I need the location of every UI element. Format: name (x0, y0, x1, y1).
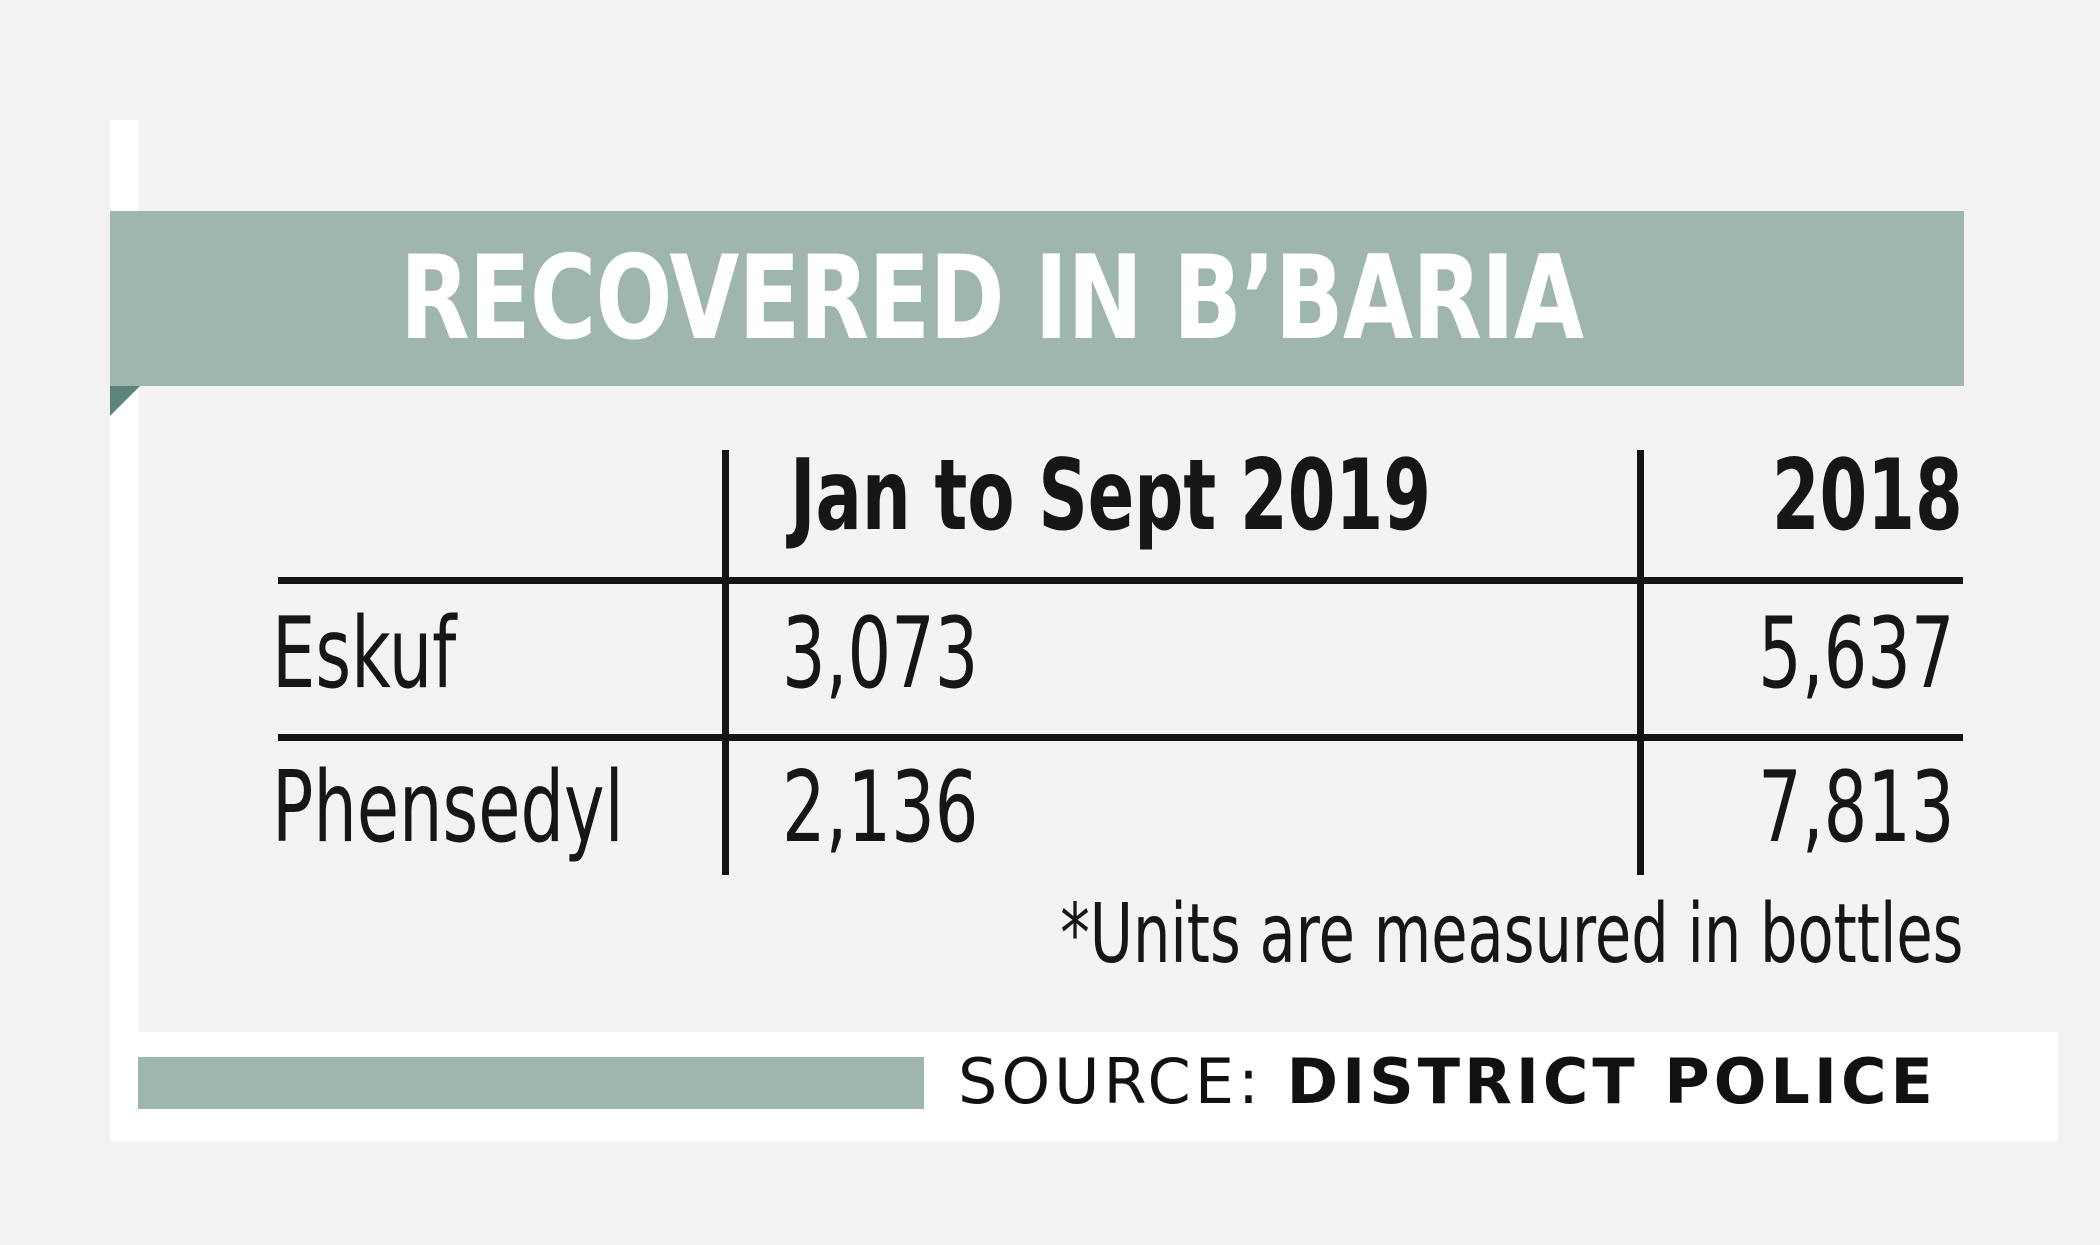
column-divider-2 (1637, 450, 1644, 875)
source-label: SOURCE: (958, 1045, 1263, 1118)
row-label-eskuf: Eskuf (272, 597, 457, 711)
source-line: SOURCE: DISTRICT POLICE (958, 1044, 1937, 1120)
header-rule (278, 577, 1963, 584)
title-banner (110, 211, 1964, 386)
column-header-2018: 2018 (1772, 439, 1963, 553)
cell-eskuf-2018: 5,637 (1758, 597, 1955, 711)
row-label-phensedyl: Phensedyl (272, 751, 624, 865)
source-accent-bar (138, 1057, 924, 1109)
column-header-2019: Jan to Sept 2019 (790, 439, 1431, 553)
chart-title: RECOVERED IN B’BARIA (400, 231, 1584, 366)
source-value: DISTRICT POLICE (1286, 1045, 1937, 1118)
column-divider-1 (722, 450, 729, 875)
units-note: *Units are measured in bottles (1059, 887, 1963, 982)
cell-phensedyl-2018: 7,813 (1758, 751, 1955, 865)
cell-eskuf-2019: 3,073 (782, 597, 979, 711)
title-banner-fold (110, 386, 140, 416)
row-rule (278, 734, 1963, 741)
cell-phensedyl-2019: 2,136 (782, 751, 979, 865)
